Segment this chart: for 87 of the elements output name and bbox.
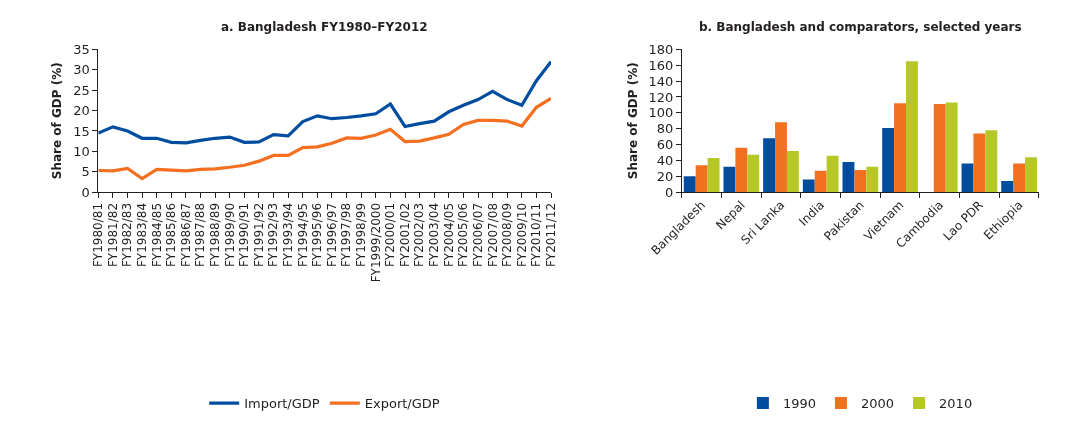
x-tick-label: FY2000/01 [383,202,398,268]
legend-label: Import/GDP [244,396,320,412]
y-tick-label: 25 [73,82,90,98]
y-axis-title: Share of GDP (%) [50,62,65,180]
x-tick-label: FY2002/03 [412,202,427,268]
y-tick-label: 140 [648,73,674,89]
x-tick-label: FY1993/94 [281,202,296,268]
y-tick-label: 20 [73,103,90,119]
bar [683,176,696,193]
bar [973,133,986,193]
x-tick-label: FY2006/07 [470,202,485,268]
bar [933,104,946,193]
bar [786,150,799,193]
bar [842,162,855,193]
x-tick-label: FY1999/2000 [368,202,383,283]
line-series [98,60,552,145]
x-tick-label: FY2009/10 [514,202,529,268]
bar [763,138,776,193]
y-tick-label: 15 [73,123,90,139]
y-tick-label: 80 [656,121,674,137]
y-tick-label: 35 [73,41,90,57]
chart-title: b. Bangladesh and comparators, selected years [699,20,1022,34]
x-tick-label: FY1987/88 [193,202,208,268]
legend-label: 2010 [939,396,973,412]
y-tick-label: 30 [73,62,90,78]
x-tick-label: FY1981/82 [105,202,120,268]
y-tick-label: 180 [648,41,674,57]
bar [802,179,815,193]
bar [854,169,867,193]
x-tick-label: FY2010/11 [529,202,544,268]
x-tick-label: FY2005/06 [456,202,471,268]
x-tick-label: FY1986/87 [178,202,193,268]
bar [814,170,827,193]
y-tick-label: 5 [81,164,90,180]
bar [882,127,895,193]
y-tick-label: 60 [656,137,674,153]
x-tick-label: FY2011/12 [543,202,558,268]
legend-label: 1990 [782,396,816,412]
line-series [98,96,552,181]
y-tick-label: 160 [648,57,674,73]
bar [1001,181,1014,193]
bar [945,102,958,193]
x-tick-label: FY2008/09 [500,202,515,268]
bar [1025,157,1037,193]
bar [695,165,708,193]
x-tick-label: FY1995/96 [310,202,325,268]
bar [747,154,760,193]
bar [985,130,998,193]
bar [894,103,907,193]
x-tick-label: FY2007/08 [485,202,500,268]
x-tick-label: FY1985/86 [164,202,179,268]
x-tick-label: FY1982/83 [120,202,135,268]
y-axis-title: Share of GDP (%) [625,62,640,180]
x-tick-label: FY1994/95 [295,202,310,268]
y-tick-label: 0 [81,184,90,200]
x-tick-label: FY1990/91 [237,202,252,268]
y-tick-label: 120 [648,89,674,105]
x-tick-label: FY1991/92 [251,202,266,268]
x-tick-label: FY1983/84 [135,202,150,268]
x-tick-label: FY1988/89 [208,202,223,268]
x-tick-label: FY1984/85 [149,202,164,268]
chart-title: a. Bangladesh FY1980–FY2012 [221,20,428,34]
bar [707,158,720,193]
bar [1013,163,1026,193]
x-tick-label: FY2004/05 [441,202,456,268]
x-tick-label: FY1997/98 [339,202,354,268]
x-tick-label: FY1980/81 [91,202,106,268]
bar [906,61,918,193]
legend-label: 2000 [860,396,895,412]
y-tick-label: 0 [664,184,674,200]
y-tick-label: 40 [656,152,674,168]
y-tick-label: 20 [656,168,674,184]
y-tick-label: 100 [648,105,674,121]
bar [735,147,748,193]
bar [723,166,736,193]
x-tick-label: FY1998/99 [354,202,369,268]
x-tick-label: FY1992/93 [266,202,281,268]
x-tick-label: FY1996/97 [324,202,339,268]
x-tick-label: FY2003/04 [427,202,442,268]
bar [826,155,839,193]
bar [961,163,974,193]
bar [866,166,879,193]
bar [775,122,787,193]
x-tick-label: FY1989/90 [222,202,237,268]
y-tick-label: 10 [73,143,90,159]
x-tick-label: FY2001/02 [397,202,412,268]
legend-label: Export/GDP [364,396,440,412]
